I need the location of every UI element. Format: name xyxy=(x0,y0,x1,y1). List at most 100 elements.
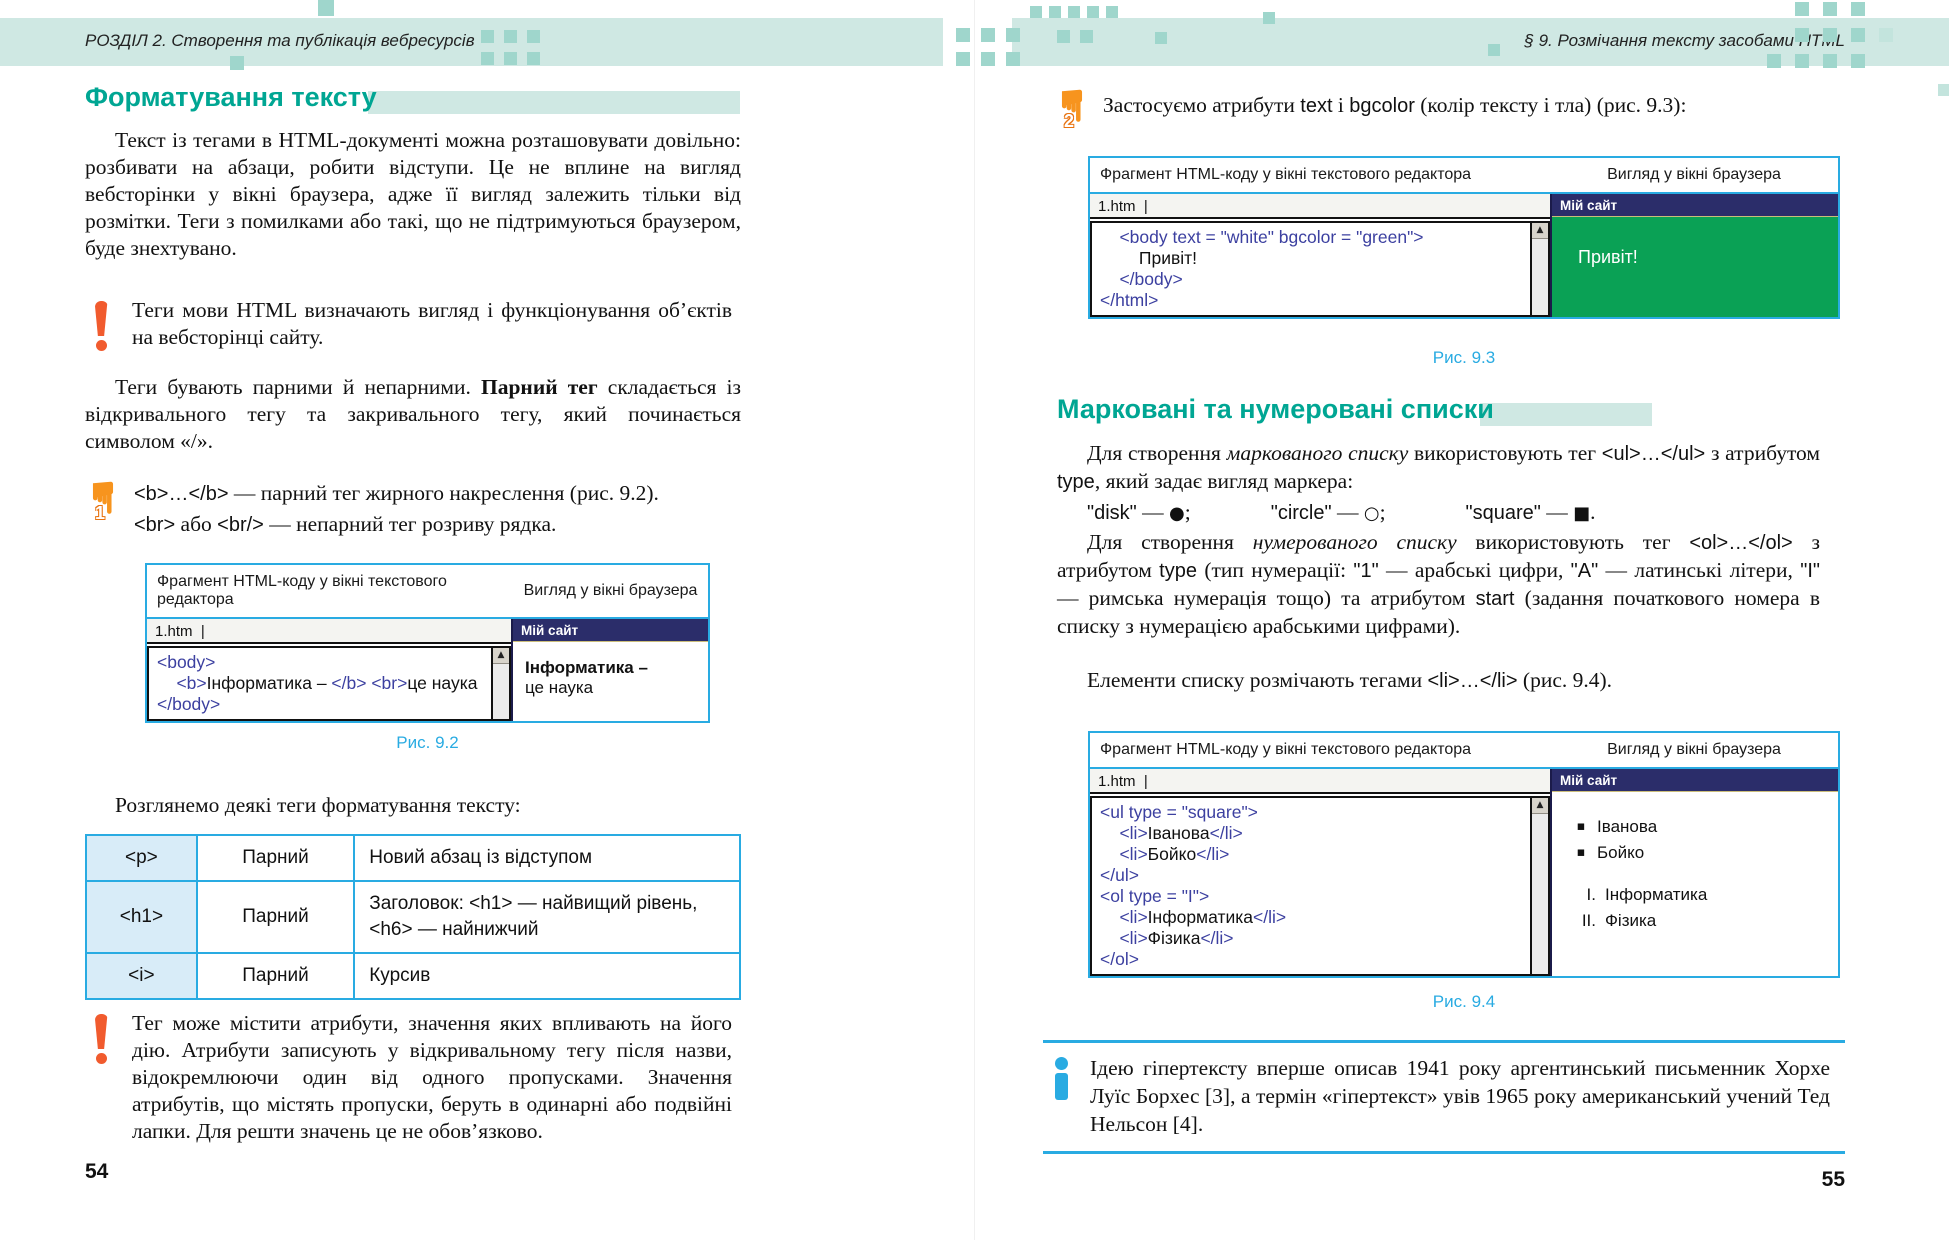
deco-square xyxy=(956,52,970,66)
text-cursor: | xyxy=(1143,773,1148,790)
editor-column-label: Фрагмент HTML-коду у вікні текстового ре… xyxy=(1100,741,1472,758)
tag-cell: <h1> xyxy=(85,880,198,954)
deco-square xyxy=(230,56,244,70)
step-1-line-2: <br> або <br/> — непарний тег розриву ря… xyxy=(134,512,557,536)
warning-note-1: Теги мови HTML визначають вигляд і функц… xyxy=(88,297,740,351)
step-1-hand-icon: ☛ 1 xyxy=(72,476,128,534)
html-code: <body text = "white" bgcolor = "green"> … xyxy=(1100,227,1424,310)
figure-9-4: Фрагмент HTML-коду у вікні текстового ре… xyxy=(1088,731,1840,978)
browser-panel: Мій сайт ▪ Іванова ▪ Бойко I. Інформатика I… xyxy=(1550,769,1838,976)
figure-9-3-caption: Рис. 9.3 xyxy=(1432,348,1496,367)
deco-square xyxy=(504,30,517,43)
browser-titlebar: Мій сайт xyxy=(1552,194,1838,217)
warning-text: Теги мови HTML визначають вигляд і функц… xyxy=(132,298,732,349)
deco-square xyxy=(1057,30,1070,43)
deco-square xyxy=(1080,30,1093,43)
editor-panel: 1.htm | <ul type = "square"> <li>Іванова… xyxy=(1090,769,1550,976)
paragraph-ul: Для створення маркованого списку викорис… xyxy=(1057,441,1821,493)
scroll-up-icon: ▲ xyxy=(1532,223,1548,239)
editor-panel: 1.htm | <body> <b>Інформатика – </b> <br… xyxy=(147,619,511,721)
step-1-line-1: <b>…</b> — парний тег жирного накресленн… xyxy=(134,481,659,505)
tag-cell: <p> xyxy=(85,834,198,882)
browser-content-lists: ▪ Іванова ▪ Бойко I. Інформатика II. Фізика xyxy=(1552,792,1838,976)
deco-square xyxy=(1049,6,1061,18)
tags-table: <p> Парний Новий абзац із відступом <h1>… xyxy=(85,834,741,1000)
list-item: ▪ Іванова xyxy=(1574,814,1830,840)
scroll-up-icon: ▲ xyxy=(1532,798,1548,814)
square-bullet-icon: ▪ xyxy=(1576,819,1586,834)
list-item: II. Фізика xyxy=(1574,908,1830,934)
deco-square xyxy=(1488,44,1500,56)
step-number: 2 xyxy=(1064,111,1075,131)
figure-9-2: Фрагмент HTML-коду у вікні текстового ре… xyxy=(145,563,710,723)
browser-content: Інформатика – це наука xyxy=(513,642,708,721)
page-number-55: 55 xyxy=(1821,1168,1845,1191)
square-bullet-icon: ▪ xyxy=(1576,845,1586,860)
section-title-lists: Марковані та нумеровані списки xyxy=(1057,394,1494,424)
editor-panel: 1.htm | <body text = "white" bgcolor = "… xyxy=(1090,194,1550,317)
browser-titlebar: Мій сайт xyxy=(1552,769,1838,792)
step-1: ☛ 1 <b>…</b> — парний тег жирного накрес… xyxy=(72,476,752,540)
info-text: Ідею гіпертексту вперше описав 1941 року… xyxy=(1090,1056,1830,1136)
step-2-line: Застосуємо атрибути text і bgcolor (колі… xyxy=(1103,93,1687,117)
deco-square xyxy=(1106,6,1118,18)
paragraph-li: Елементи списку розмічають тегами <li>…<… xyxy=(1087,668,1613,692)
deco-square xyxy=(481,30,494,43)
type-cell: Парний xyxy=(195,880,356,954)
left-running-head: РОЗДІЛ 2. Створення та публікація вебрес… xyxy=(85,31,475,50)
section-title-highlight xyxy=(368,91,740,114)
page-gutter xyxy=(974,0,975,1240)
html-code: <body> <b>Інформатика – </b> <br>це наук… xyxy=(157,652,478,714)
info-note: Ідею гіпертексту вперше описав 1941 року… xyxy=(1043,1040,1845,1154)
text-cursor: | xyxy=(200,623,205,640)
info-icon xyxy=(1049,1054,1073,1100)
deco-square xyxy=(1823,54,1837,68)
deco-square xyxy=(481,52,494,65)
deco-square xyxy=(1795,54,1809,68)
warning-note-2: Тег може містити атрибути, значення яких… xyxy=(88,1010,740,1145)
editor-column-label: Фрагмент HTML-коду у вікні текстового ре… xyxy=(1100,166,1472,183)
deco-square xyxy=(1006,28,1020,42)
deco-square xyxy=(1795,28,1809,42)
deco-square xyxy=(956,28,970,42)
paragraph-ol: Для створення нумерованого списку викори… xyxy=(1057,530,1821,638)
list-item: I. Інформатика xyxy=(1574,882,1830,908)
figure-header: Фрагмент HTML-коду у вікні текстового ре… xyxy=(1090,733,1838,769)
right-running-head: § 9. Розмічання тексту засобами HTML xyxy=(1524,31,1845,50)
deco-square xyxy=(1938,84,1949,96)
deco-square xyxy=(1155,32,1167,44)
rendered-bold-text: Інформатика – xyxy=(525,658,648,677)
deco-square xyxy=(1006,52,1020,66)
browser-content-green: Привіт! xyxy=(1552,217,1838,317)
deco-square xyxy=(1030,6,1042,18)
page-right: § 9. Розмічання тексту засобами HTML ☛ 2… xyxy=(975,0,1949,1240)
rendered-text: це наука xyxy=(525,678,594,697)
deco-square xyxy=(1823,2,1837,16)
page-left: РОЗДІЛ 2. Створення та публікація вебрес… xyxy=(0,0,974,1240)
editor-tab: 1.htm | xyxy=(1090,194,1550,219)
browser-column-label: Вигляд у вікні браузера xyxy=(1607,741,1781,758)
editor-tab: 1.htm | xyxy=(147,619,511,644)
deco-square xyxy=(1851,28,1865,42)
step-2-hand-icon: ☛ 2 xyxy=(1041,84,1097,142)
deco-square xyxy=(1851,54,1865,68)
browser-column-label: Вигляд у вікні браузера xyxy=(523,582,698,599)
deco-square xyxy=(1767,54,1781,68)
deco-square xyxy=(1263,12,1275,24)
step-number: 1 xyxy=(95,503,106,523)
text-cursor: | xyxy=(1143,198,1148,215)
browser-panel: Мій сайт Інформатика – це наука xyxy=(511,619,708,721)
browser-panel: Мій сайт Привіт! xyxy=(1550,194,1838,317)
paragraph-intro: Текст із тегами в HTML-документі можна р… xyxy=(85,128,741,260)
code-area: <body text = "white" bgcolor = "green"> … xyxy=(1090,221,1550,317)
deco-square xyxy=(318,0,334,16)
figure-9-3: Фрагмент HTML-коду у вікні текстового ре… xyxy=(1088,156,1840,319)
desc-cell: Заголовок: <h1> — найвищий рівень, <h6> … xyxy=(353,880,741,954)
browser-titlebar: Мій сайт xyxy=(513,619,708,642)
deco-square xyxy=(1879,28,1893,42)
marker-types-line: "disk" — ●; "circle" — ○; "square" — ■. xyxy=(1087,500,1596,524)
type-cell: Парний xyxy=(195,952,356,1000)
code-area: <body> <b>Інформатика – </b> <br>це наук… xyxy=(147,646,511,721)
deco-square xyxy=(527,52,540,65)
desc-cell: Новий абзац із відступом xyxy=(353,834,741,882)
